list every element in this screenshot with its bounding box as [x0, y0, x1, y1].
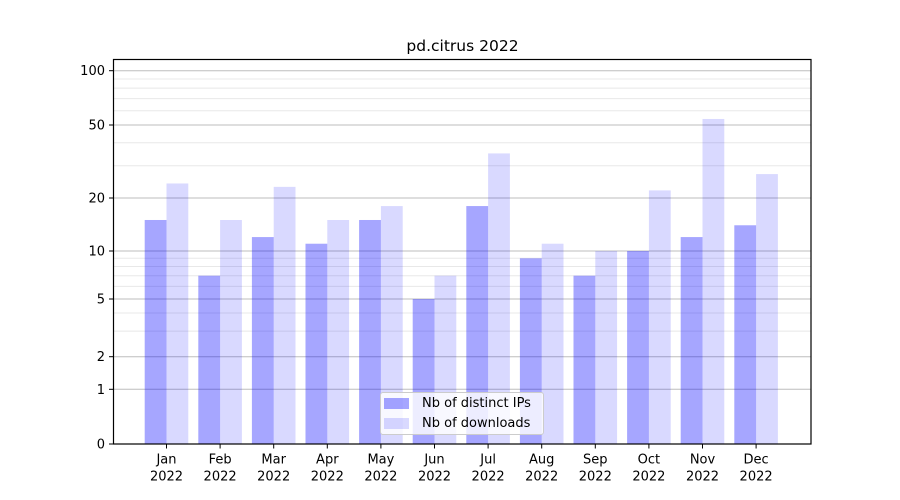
- x-tick-label-month: Jun: [423, 453, 444, 468]
- x-tick-label-year: 2022: [150, 470, 183, 485]
- y-tick-label: 0: [97, 438, 105, 453]
- x-tick-label-year: 2022: [525, 470, 558, 485]
- bar: [166, 183, 189, 445]
- x-tick-label-month: Apr: [316, 453, 339, 468]
- x-tick-label-year: 2022: [364, 470, 397, 485]
- y-tick-label: 5: [97, 293, 105, 308]
- legend-swatch-distinct-ips: [384, 398, 409, 409]
- bar: [251, 237, 274, 444]
- x-tick-label-month: Dec: [744, 453, 769, 468]
- x-tick-label-month: Sep: [583, 453, 608, 468]
- legend-item-downloads: Nb of downloads: [381, 414, 543, 433]
- legend-item-distinct-ips: Nb of distinct IPs: [381, 394, 543, 413]
- bar: [220, 219, 242, 444]
- bar: [380, 206, 403, 444]
- legend-label-downloads: Nb of downloads: [422, 416, 531, 431]
- bar: [488, 153, 510, 444]
- x-tick-label-month: May: [367, 453, 394, 468]
- bar: [144, 219, 167, 444]
- legend: Nb of distinct IPs Nb of downloads: [380, 392, 544, 435]
- bar: [198, 275, 221, 444]
- bar: [648, 190, 671, 444]
- x-tick-label-year: 2022: [472, 470, 505, 485]
- bar: [734, 225, 757, 444]
- bar: [305, 243, 328, 444]
- bar: [541, 243, 564, 444]
- bar: [595, 251, 618, 444]
- x-tick-label-year: 2022: [579, 470, 612, 485]
- x-tick-label-month: Nov: [690, 453, 716, 468]
- chart-title: pd.citrus 2022: [406, 37, 519, 55]
- legend-swatch-downloads: [384, 418, 409, 429]
- x-tick-label-month: Jan: [155, 453, 176, 468]
- bar: [627, 251, 649, 444]
- x-tick-label-month: Aug: [529, 453, 554, 468]
- y-tick-label: 50: [88, 119, 105, 134]
- x-tick-label-year: 2022: [257, 470, 290, 485]
- x-tick-label-month: Oct: [638, 453, 660, 468]
- y-tick-label: 10: [88, 245, 105, 260]
- bar: [680, 237, 703, 444]
- y-tick-label: 1: [97, 383, 105, 398]
- x-tick-label-month: Mar: [261, 453, 286, 468]
- bar: [359, 219, 381, 444]
- bar: [756, 174, 778, 445]
- legend-label-distinct-ips: Nb of distinct IPs: [422, 396, 531, 411]
- x-tick-label-year: 2022: [204, 470, 237, 485]
- x-tick-label-year: 2022: [740, 470, 773, 485]
- bar: [702, 118, 725, 444]
- bar: [273, 186, 296, 444]
- y-tick-label: 20: [88, 192, 105, 207]
- y-tick-label: 100: [80, 64, 105, 79]
- x-tick-label-year: 2022: [686, 470, 719, 485]
- axes-frame: [112, 58, 812, 445]
- bar: [573, 275, 596, 444]
- bar: [327, 219, 350, 444]
- x-tick-label-year: 2022: [632, 470, 665, 485]
- x-tick-label-month: Jul: [479, 453, 496, 468]
- x-tick-label-year: 2022: [418, 470, 451, 485]
- x-tick-label-month: Feb: [209, 453, 232, 468]
- bar: [466, 206, 489, 444]
- x-tick-label-year: 2022: [311, 470, 344, 485]
- y-tick-label: 2: [97, 350, 105, 365]
